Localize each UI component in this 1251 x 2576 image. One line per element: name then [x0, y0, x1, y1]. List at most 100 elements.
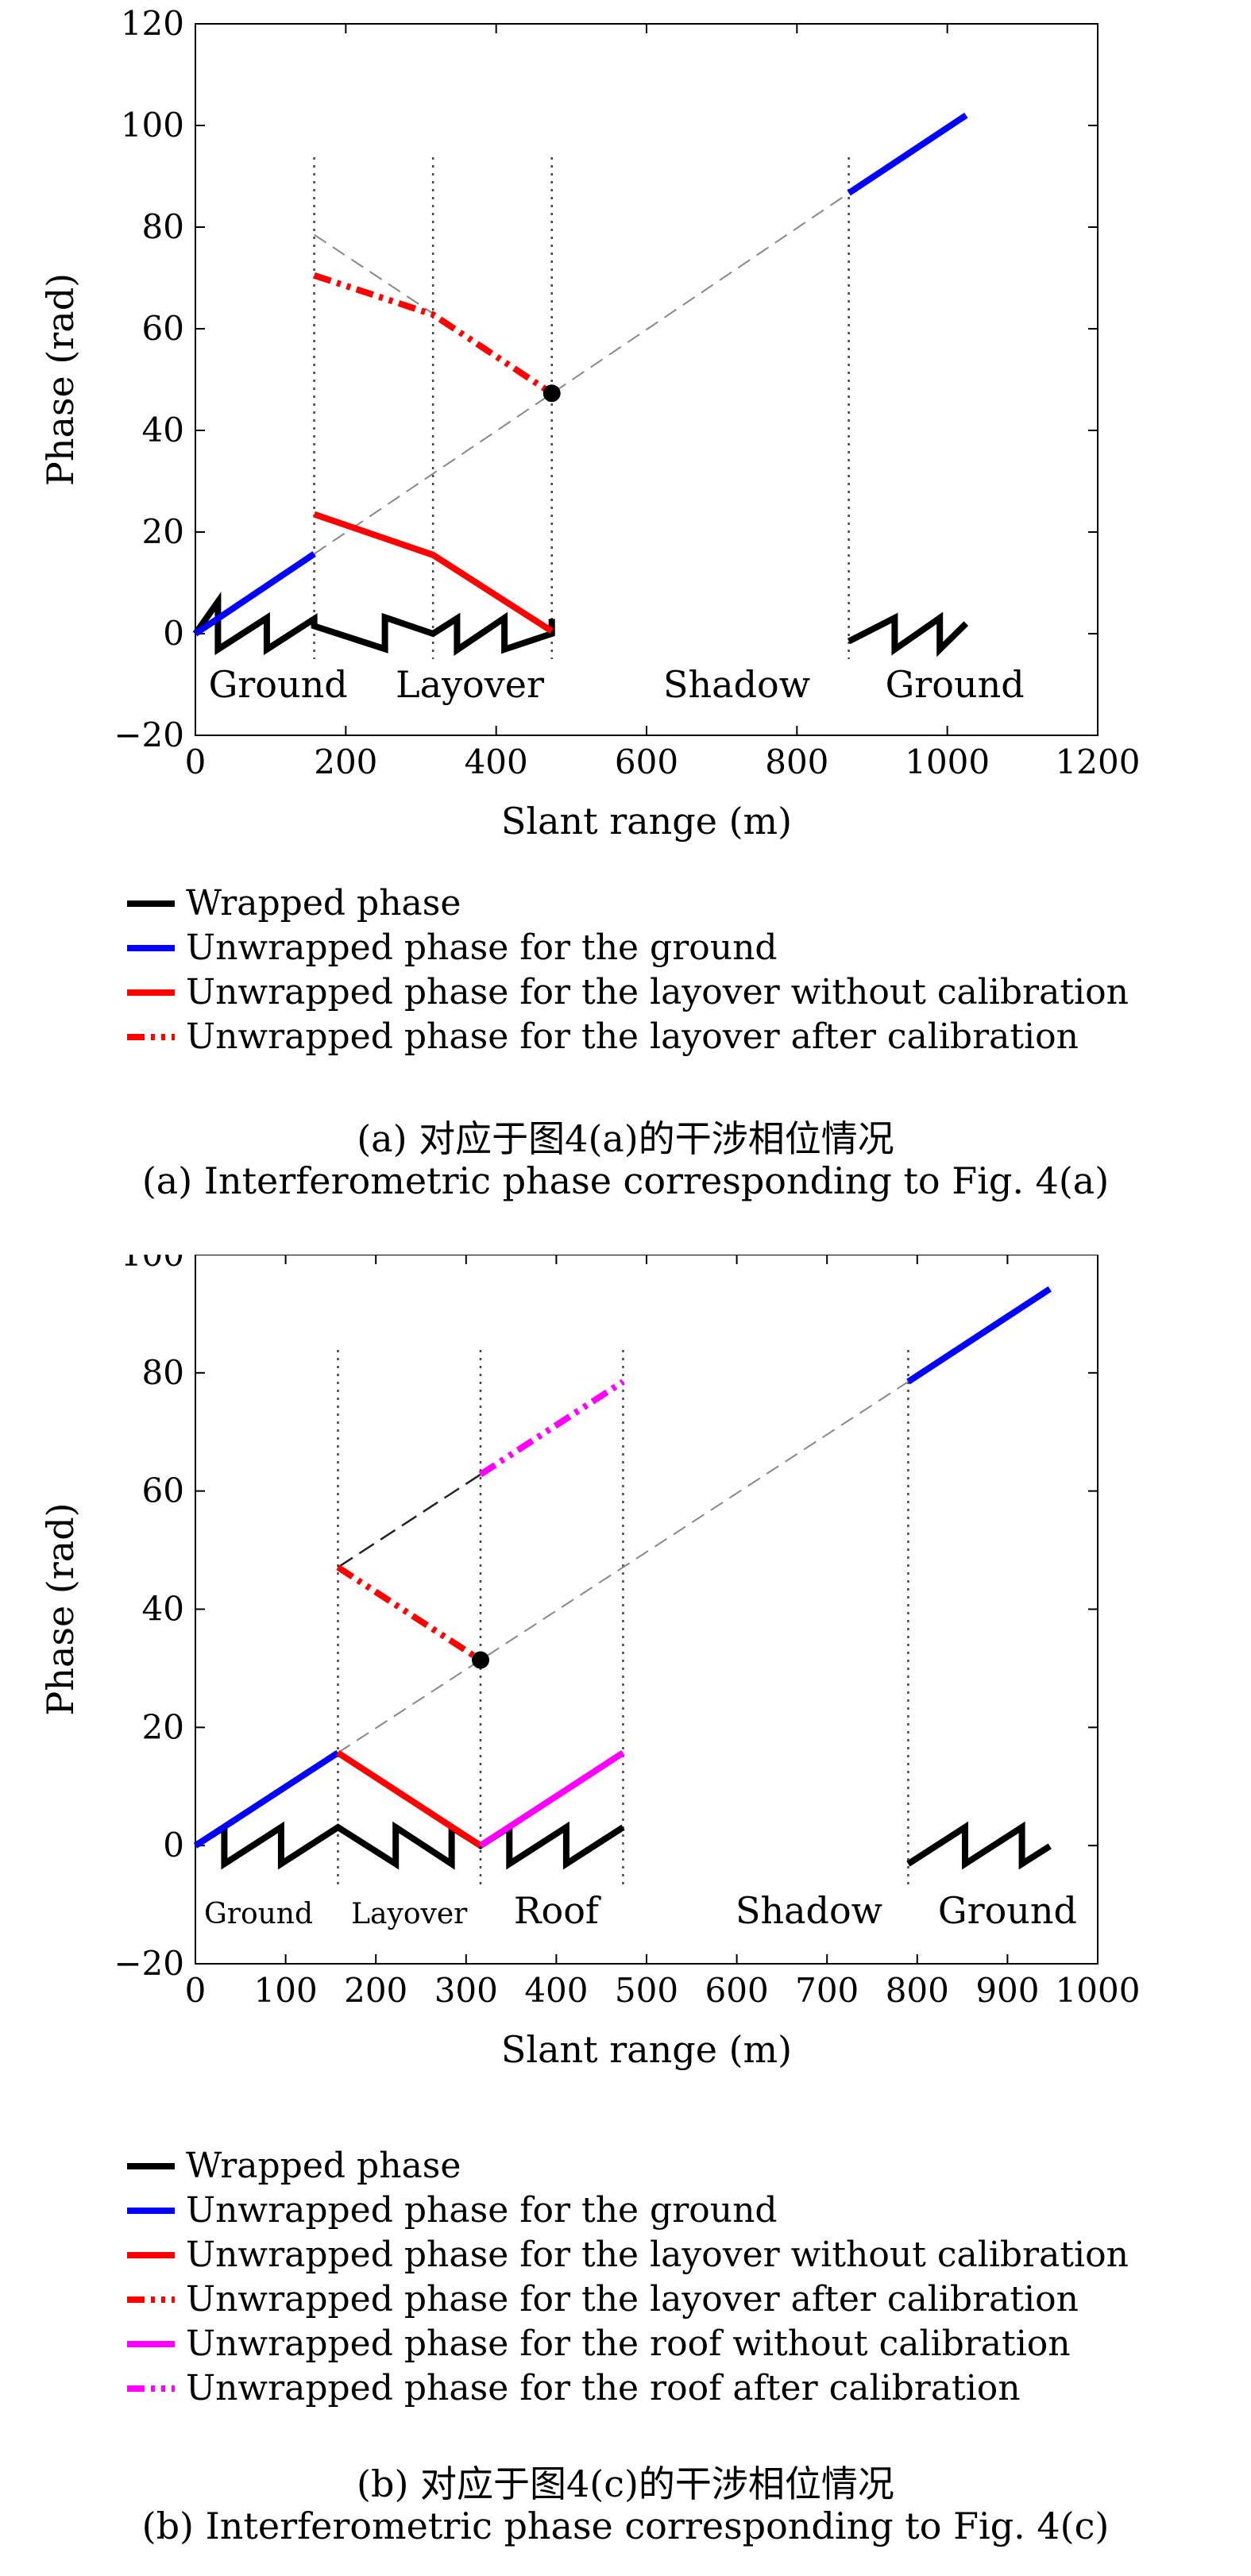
legend-swatch — [127, 900, 175, 907]
region-label: Ground — [209, 663, 348, 706]
series-line-ground — [847, 112, 968, 196]
legend-item: Unwrapped phase for the roof after calib… — [127, 2366, 1129, 2411]
legend-label: Wrapped phase — [186, 2146, 461, 2186]
series-line-wrapped — [193, 1821, 625, 1870]
x-tick-label: 300 — [434, 1971, 498, 2010]
caption-en-b: (b) Interferometric phase corresponding … — [141, 2505, 1110, 2547]
x-tick-label: 900 — [975, 1971, 1039, 2010]
caption-cn-b: (b) 对应于图4(c)的干涉相位情况 — [357, 2462, 894, 2505]
x-tick-label: 0 — [185, 1971, 207, 2010]
legend-item: Unwrapped phase for the layover without … — [127, 2233, 1129, 2277]
x-tick-label: 200 — [314, 742, 377, 781]
y-tick-label: 0 — [163, 1826, 184, 1865]
y-tick-label: −20 — [114, 1944, 184, 1983]
x-tick-label: 600 — [615, 742, 678, 781]
y-tick-label: 100 — [121, 1255, 184, 1274]
x-tick-label: 100 — [254, 1971, 318, 2010]
x-tick-label: 700 — [795, 1971, 859, 2010]
y-tick-label: 60 — [142, 1471, 184, 1510]
region-label: Ground — [938, 1889, 1077, 1932]
legend-label: Unwrapped phase for the ground — [186, 927, 778, 968]
region-label: Ground — [204, 1898, 313, 1930]
x-tick-label: 800 — [765, 742, 828, 781]
y-tick-label: 100 — [121, 106, 184, 145]
x-tick-label: 600 — [705, 1971, 769, 2010]
x-tick-label: 0 — [185, 742, 207, 781]
legend-item: Unwrapped phase for the layover after ca… — [127, 1015, 1129, 1059]
region-label: Layover — [396, 663, 544, 706]
figure-panel-a: 0 200 400 600 800 1000 1200 −20 0 20 40 60 80 100 120 S… — [0, 0, 1251, 1239]
y-tick-label: 20 — [142, 512, 184, 551]
legend-swatch — [127, 2385, 175, 2392]
series-line-ground — [906, 1286, 1052, 1385]
series-line-reference — [314, 192, 850, 555]
region-label: Shadow — [736, 1889, 882, 1932]
series-line-wrapped — [906, 1821, 1052, 1870]
legend-a: Wrapped phase Unwrapped phase for the gr… — [127, 881, 1129, 1059]
x-axis-label: Slant range (m) — [501, 2028, 792, 2071]
figure-panel-b: 0 100 200 300 400 500 600 700 800 900 1000 −20 0 20 40… — [0, 1255, 1251, 2576]
legend-item: Unwrapped phase for the ground — [127, 2188, 1129, 2233]
region-label: Layover — [351, 1898, 468, 1930]
y-tick-label: 80 — [142, 1353, 184, 1392]
x-tick-label: 1200 — [1056, 742, 1141, 781]
legend-item: Unwrapped phase for the ground — [127, 926, 1129, 970]
series-line-layover — [313, 511, 554, 634]
series-line-reference — [337, 1381, 909, 1754]
y-tick-label: 80 — [142, 207, 184, 246]
y-tick-label: 120 — [121, 4, 184, 43]
x-tick-label: 800 — [886, 1971, 949, 2010]
region-label: Roof — [514, 1889, 601, 1932]
legend-label: Unwrapped phase for the layover after ca… — [186, 2279, 1079, 2320]
legend-item: Unwrapped phase for the layover after ca… — [127, 2277, 1129, 2322]
chart-a: 0 200 400 600 800 1000 1200−20020406080100120S… — [39, 4, 1141, 843]
x-tick-label: 1000 — [1056, 1971, 1141, 2010]
legend-item: Unwrapped phase for the layover without … — [127, 970, 1129, 1015]
x-tick-label: 500 — [615, 1971, 678, 2010]
legend-swatch — [127, 989, 175, 996]
x-tick-label: 400 — [465, 742, 528, 781]
series-line-layover-calibrated — [336, 1564, 483, 1663]
series-line-roof — [478, 1749, 625, 1849]
series-line-ground — [193, 1749, 340, 1849]
chart-b: 0 100 200 300 400 500 600 700 800 900 1000−2002040… — [39, 1255, 1141, 2071]
series-line-ground — [193, 551, 316, 637]
legend-label: Unwrapped phase for the roof without cal… — [186, 2323, 1071, 2364]
y-tick-label: 40 — [142, 1590, 184, 1629]
x-tick-label: 200 — [344, 1971, 407, 2010]
region-label: Shadow — [663, 663, 810, 706]
caption-en-a: (a) Interferometric phase corresponding … — [141, 1159, 1110, 1202]
legend-swatch — [127, 945, 175, 951]
legend-label: Unwrapped phase for the layover without … — [186, 2235, 1129, 2275]
legend-label: Unwrapped phase for the layover without … — [186, 972, 1129, 1012]
series-line-layover — [336, 1749, 483, 1849]
series-line-roof-calibrated — [478, 1379, 625, 1478]
legend-item: Wrapped phase — [127, 881, 1129, 926]
y-tick-label: −20 — [114, 715, 184, 754]
data-point — [471, 1651, 489, 1669]
legend-b: Wrapped phase Unwrapped phase for the gr… — [127, 2144, 1129, 2411]
legend-swatch — [127, 2341, 175, 2347]
caption-cn-a: (a) 对应于图4(a)的干涉相位情况 — [357, 1117, 894, 1160]
series-line-reference-dark — [337, 1473, 481, 1568]
y-tick-label: 20 — [142, 1707, 184, 1746]
series-line-layover-calibrated — [313, 272, 554, 396]
legend-item: Wrapped phase — [127, 2144, 1129, 2188]
x-axis-label: Slant range (m) — [501, 800, 792, 843]
legend-swatch — [127, 2296, 175, 2303]
legend-item: Unwrapped phase for the roof without cal… — [127, 2322, 1129, 2366]
series-line-wrapped — [847, 611, 969, 657]
legend-label: Unwrapped phase for the roof after calib… — [186, 2368, 1021, 2408]
legend-swatch — [127, 1034, 175, 1040]
y-axis-label: Phase (rad) — [39, 1502, 82, 1715]
x-tick-label: 1000 — [905, 742, 990, 781]
data-point — [542, 384, 561, 403]
y-tick-label: 40 — [142, 411, 184, 449]
series-line-wrapped — [192, 592, 555, 657]
y-tick-label: 0 — [163, 614, 184, 653]
legend-label: Unwrapped phase for the layover after ca… — [186, 1016, 1079, 1057]
series-line-reference — [314, 233, 434, 314]
region-label: Ground — [886, 663, 1025, 706]
legend-label: Unwrapped phase for the ground — [186, 2190, 778, 2231]
legend-swatch — [127, 2163, 175, 2169]
